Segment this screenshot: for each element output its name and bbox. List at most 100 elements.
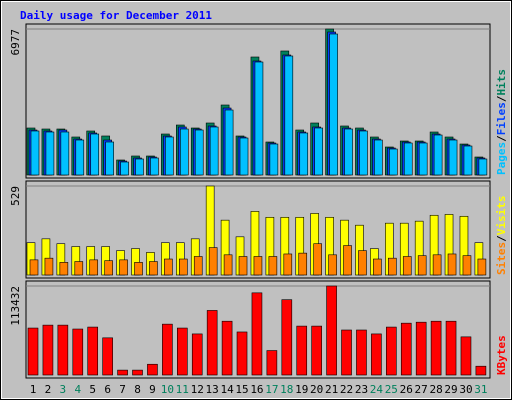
x-tick-label: 31 <box>474 383 487 396</box>
bar <box>221 320 233 376</box>
bar <box>415 321 427 376</box>
x-tick-label: 25 <box>385 383 398 396</box>
x-tick-label: 29 <box>444 383 457 396</box>
bar <box>463 145 473 176</box>
bar <box>359 130 368 176</box>
x-tick-label: 4 <box>74 383 81 396</box>
bar <box>180 128 189 176</box>
bar <box>45 131 55 176</box>
bar <box>27 327 39 376</box>
bar <box>224 109 234 176</box>
bar <box>147 363 158 376</box>
bar <box>105 141 114 176</box>
bar <box>268 256 278 276</box>
bar <box>253 256 263 276</box>
x-tick-label: 16 <box>250 383 263 396</box>
bar <box>117 369 128 376</box>
bar <box>448 139 458 176</box>
chart-title: Daily usage for December 2011 <box>20 9 212 22</box>
bar <box>299 132 309 176</box>
bar <box>269 143 279 176</box>
bar <box>460 336 472 376</box>
bar <box>371 333 382 376</box>
bar <box>328 254 337 276</box>
bar <box>400 322 412 376</box>
x-tick-label: 12 <box>191 383 204 396</box>
bar <box>314 127 323 176</box>
x-tick-label: 11 <box>176 383 189 396</box>
bar <box>89 259 99 276</box>
x-tick-label: 9 <box>149 383 156 396</box>
bar <box>462 255 472 276</box>
bar <box>29 259 39 276</box>
legend-entry: Sites <box>495 242 508 275</box>
bar <box>358 250 367 276</box>
bar <box>266 350 278 376</box>
bar <box>432 254 442 276</box>
legend-entry: Files <box>495 102 508 135</box>
x-tick-label: 22 <box>340 383 353 396</box>
bar <box>30 130 40 176</box>
bar <box>164 258 173 276</box>
bar <box>102 337 113 376</box>
x-tick-label: 21 <box>325 383 338 396</box>
bar <box>447 253 457 276</box>
bar <box>236 331 248 376</box>
bar <box>418 142 428 176</box>
bar <box>475 365 487 376</box>
y-tick-label: 113432 <box>9 286 22 326</box>
legend-entry: Pages <box>495 142 508 175</box>
bar <box>74 261 84 276</box>
x-tick-label: 3 <box>60 383 67 396</box>
x-tick-label: 13 <box>206 383 219 396</box>
bar <box>296 325 308 376</box>
bar <box>341 329 352 376</box>
bar <box>165 136 174 176</box>
bar <box>223 254 233 276</box>
bar <box>150 157 159 176</box>
legend-entry: Visits <box>495 196 508 236</box>
bar <box>134 262 143 276</box>
bar <box>194 129 204 176</box>
bar <box>191 333 203 376</box>
bar <box>209 126 219 176</box>
x-tick-label: 6 <box>104 383 111 396</box>
bar <box>239 137 249 176</box>
bar <box>417 255 427 276</box>
bar <box>478 158 488 176</box>
bar <box>402 256 412 276</box>
bar <box>42 324 54 376</box>
legend-separator: / <box>495 135 508 142</box>
bar <box>254 61 264 176</box>
bar <box>87 326 99 376</box>
x-tick-label: 20 <box>310 383 323 396</box>
x-tick-label: 23 <box>355 383 368 396</box>
bar <box>386 326 397 376</box>
bar <box>193 256 203 276</box>
bar <box>149 261 158 276</box>
bar <box>120 161 129 176</box>
bar <box>60 131 70 176</box>
bar <box>284 55 294 176</box>
bar <box>57 324 69 376</box>
bar <box>403 142 413 176</box>
x-tick-label: 24 <box>370 383 384 396</box>
bar <box>313 243 322 276</box>
bar <box>329 33 338 176</box>
bar <box>59 262 69 276</box>
x-tick-label: 30 <box>459 383 472 396</box>
bar <box>132 369 143 376</box>
x-tick-label: 7 <box>119 383 126 396</box>
bar <box>75 139 85 176</box>
legend: Pages/Files/Hits <box>495 69 508 175</box>
y-tick-label: 529 <box>9 186 22 206</box>
bar <box>433 134 443 176</box>
bar <box>162 323 173 376</box>
y-tick-label: 6977 <box>9 29 22 56</box>
legend-entry: KBytes <box>495 335 508 375</box>
x-tick-label: 27 <box>415 383 428 396</box>
legend: Sites/Visits <box>495 196 508 276</box>
bar <box>135 158 144 176</box>
bar <box>206 310 218 376</box>
